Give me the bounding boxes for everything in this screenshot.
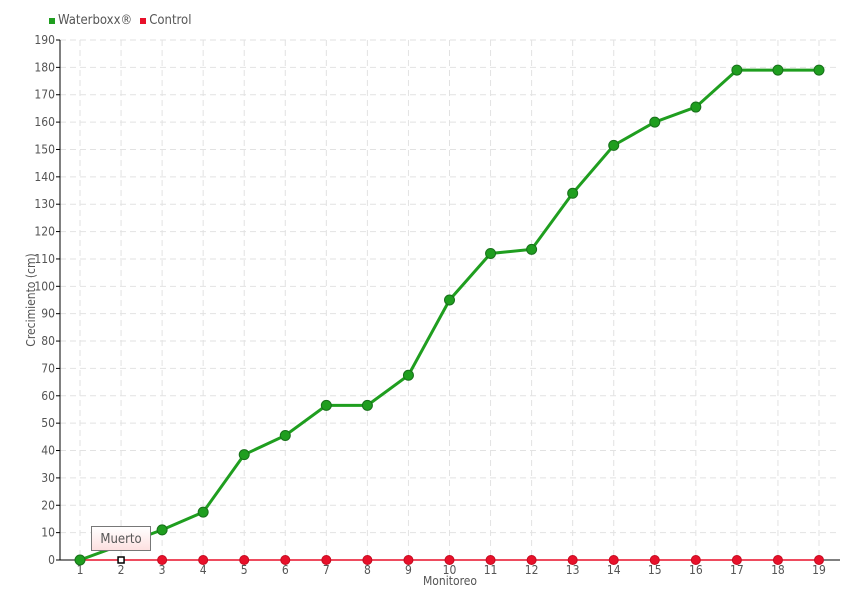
data-point-control [690,555,701,565]
x-tick-label: 7 [323,563,330,577]
x-tick-label: 11 [484,563,498,577]
x-tick-label: 10 [443,563,457,577]
data-point-waterboxx [320,399,332,411]
data-point-waterboxx [772,64,784,76]
y-tick-label: 180 [34,60,55,74]
data-point-waterboxx [197,506,209,518]
data-point-waterboxx [402,369,414,381]
data-point-control [403,555,414,565]
data-point-control [321,555,332,565]
data-point-control [444,555,455,565]
x-tick-label: 13 [566,563,580,577]
data-point-control [814,555,824,565]
y-tick-label: 30 [41,471,55,485]
data-point-waterboxx [485,247,497,259]
point-marker-dead [117,556,125,564]
data-point-control [280,555,291,565]
y-tick-label: 120 [34,225,55,239]
x-tick-label: 19 [812,563,826,577]
data-point-waterboxx [690,101,702,113]
x-tick-label: 12 [525,563,539,577]
legend-swatch-control [140,17,147,24]
data-point-waterboxx [361,399,373,411]
data-point-control [485,555,496,565]
y-tick-label: 170 [34,88,55,102]
y-tick-label: 160 [34,115,55,129]
data-point-control [772,555,783,565]
y-tick-label: 20 [41,498,55,512]
legend: Waterboxx® Control [49,13,191,28]
y-tick-label: 40 [41,444,55,458]
x-tick-label: 14 [607,563,621,577]
data-point-control [198,555,209,565]
x-tick-label: 15 [648,563,662,577]
data-point-control [567,555,578,565]
y-tick-label: 90 [41,307,55,321]
y-tick-label: 140 [34,170,55,184]
y-tick-label: 100 [34,279,55,293]
data-point-waterboxx [649,116,661,128]
data-point-control [526,555,537,565]
y-tick-label: 70 [41,361,55,375]
data-point-waterboxx [74,554,86,566]
data-point-waterboxx [731,64,743,76]
x-tick-label: 8 [364,563,371,577]
x-tick-label: 9 [405,563,412,577]
x-axis-label: Monitoreo [423,574,477,588]
data-point-waterboxx [813,64,825,76]
data-point-waterboxx [444,294,455,306]
x-tick-label: 5 [241,563,248,577]
data-point-waterboxx [608,139,620,151]
x-tick-label: 1 [77,563,84,577]
y-tick-label: 50 [41,416,55,430]
legend-swatch-waterboxx [49,17,55,24]
y-tick-label: 80 [41,334,55,348]
legend-item-control[interactable]: Control [140,13,191,28]
data-point-waterboxx [567,187,579,199]
x-tick-label: 6 [282,563,289,577]
legend-label-waterboxx: Waterboxx® [58,13,133,28]
data-point-control [362,555,373,565]
data-point-control [239,555,250,565]
x-tick-label: 4 [200,563,207,577]
data-point-control [731,555,742,565]
legend-item-waterboxx[interactable]: Waterboxx® [49,13,132,28]
tooltip: Muerto [91,526,151,551]
x-tick-label: 17 [730,563,744,577]
x-tick-label: 18 [771,563,785,577]
x-tick-label: 16 [689,563,703,577]
data-point-control [608,555,619,565]
data-point-waterboxx [526,243,538,255]
y-tick-label: 10 [41,526,55,540]
y-tick-label: 130 [34,197,55,211]
y-tick-label: 60 [41,389,55,403]
y-tick-label: 0 [48,553,55,567]
data-point-waterboxx [156,524,168,536]
y-tick-label: 150 [34,142,55,156]
data-point-control [649,555,660,565]
y-tick-label: 110 [34,252,55,266]
y-tick-label: 190 [34,33,55,47]
x-tick-label: 3 [159,563,166,577]
legend-label-control: Control [149,13,192,28]
x-tick-label: 2 [118,563,125,577]
tooltip-text: Muerto [100,532,142,547]
data-point-control [157,555,168,565]
data-point-waterboxx [279,429,291,441]
data-point-waterboxx [238,449,250,461]
y-axis-label: Crecimiento (cm) [24,253,38,346]
